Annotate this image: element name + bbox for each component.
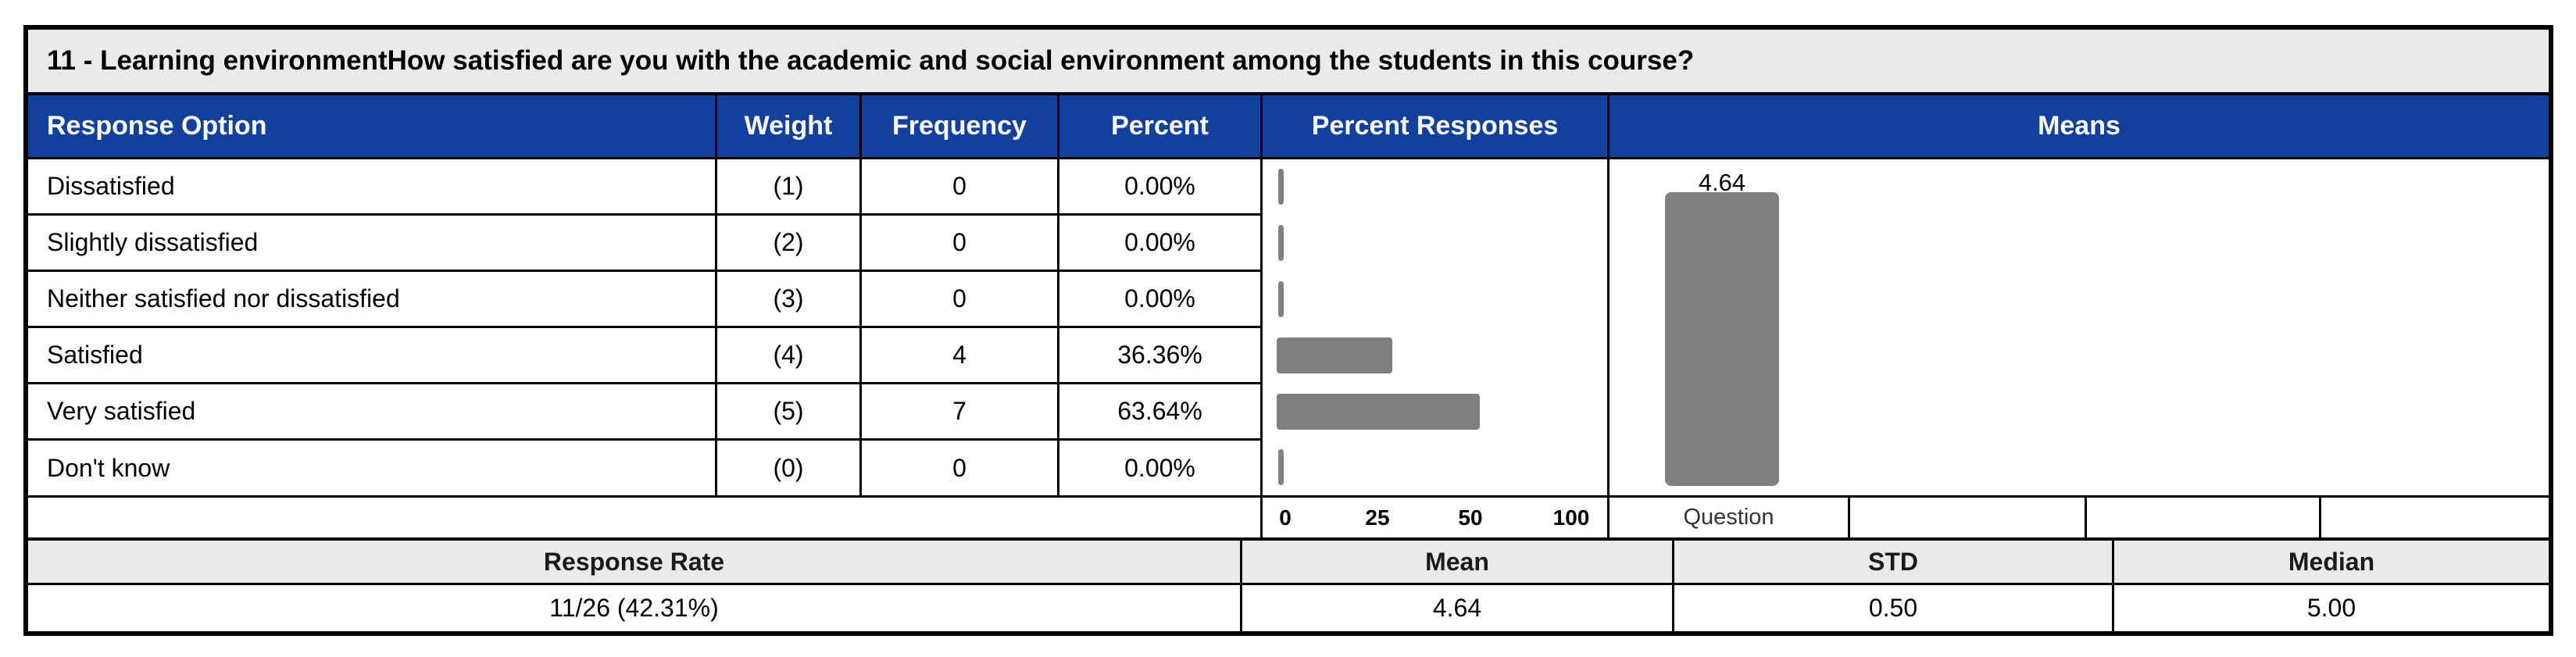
percent-axis: 0 25 50 100 [1263,498,1610,537]
means-category-empty-cell [2321,498,2549,537]
percent-value: 0.00% [1059,216,1263,270]
table-row: Dissatisfied (1) 0 0.00% [28,159,1263,216]
axis-tick-label: 50 [1458,505,1483,530]
summary-header-std: STD [1674,541,2114,583]
weight-value: (3) [717,272,862,326]
table-row: Very satisfied (5) 7 63.64% [28,384,1263,441]
means-chart: 4.64 [1610,159,2549,495]
percent-value: 63.64% [1059,384,1263,438]
percent-value: 0.00% [1059,159,1263,213]
response-option-label: Dissatisfied [28,159,717,213]
response-option-label: Neither satisfied nor dissatisfied [28,272,717,326]
percent-bar [1278,449,1284,485]
question-title: 11 - Learning environmentHow satisfied a… [28,30,2549,95]
weight-value: (2) [717,216,862,270]
axis-tick-label: 25 [1365,505,1390,530]
question-title-text: 11 - Learning environmentHow satisfied a… [47,45,1695,76]
summary-header-mean: Mean [1242,541,1674,583]
column-header-percent: Percent [1059,95,1263,157]
frequency-value: 0 [862,272,1059,326]
means-category-empty-cell [1850,498,2087,537]
summary-value-row: 11/26 (42.31%) 4.64 0.50 5.00 [28,583,2549,631]
axis-row: 0 25 50 100 Question [28,495,2549,537]
table-row: Neither satisfied nor dissatisfied (3) 0… [28,272,1263,328]
column-header-percent-responses: Percent Responses [1263,95,1610,157]
weight-value: (5) [717,384,862,438]
percent-bar [1277,337,1393,373]
table-body: Dissatisfied (1) 0 0.00% Slightly dissat… [28,159,2549,495]
percent-bar [1278,169,1284,205]
axis-tick-label: 100 [1552,505,1590,530]
table-header-row: Response Option Weight Frequency Percent… [28,95,2549,159]
response-option-label: Slightly dissatisfied [28,216,717,270]
weight-value: (0) [717,441,862,495]
means-bar [1665,192,1779,486]
means-category-label: Question [1610,498,1850,537]
column-header-weight: Weight [717,95,862,157]
summary-header-median: Median [2288,547,2375,576]
mean-value: 4.64 [1242,585,1674,631]
means-category-empty-cell [2087,498,2321,537]
table-row: Don't know (0) 0 0.00% [28,441,1263,495]
frequency-value: 0 [862,159,1059,213]
frequency-value: 0 [862,216,1059,270]
column-header-response-option: Response Option [28,95,717,157]
response-option-label: Satisfied [28,328,717,382]
median-value: 5.00 [2306,594,2356,622]
column-header-means: Means [2038,111,2120,141]
axis-row-empty-cell [28,498,1263,537]
percent-value: 36.36% [1059,328,1263,382]
response-option-label: Don't know [28,441,717,495]
means-bar-value-label: 4.64 [1698,169,1746,197]
frequency-value: 7 [862,384,1059,438]
summary-header-row: Response Rate Mean STD Median [28,537,2549,583]
response-rate-value: 11/26 (42.31%) [28,585,1242,631]
percent-value: 0.00% [1059,441,1263,495]
percent-bar [1277,394,1480,430]
axis-tick-label: 0 [1279,505,1292,530]
table-row: Satisfied (4) 4 36.36% [28,328,1263,384]
survey-report-table: 11 - Learning environmentHow satisfied a… [23,25,2553,636]
percent-responses-chart [1263,159,1610,495]
std-value: 0.50 [1674,585,2114,631]
frequency-value: 0 [862,441,1059,495]
percent-bar [1278,281,1284,317]
frequency-value: 4 [862,328,1059,382]
summary-header-response-rate: Response Rate [28,541,1242,583]
weight-value: (1) [717,159,862,213]
weight-value: (4) [717,328,862,382]
percent-bar [1278,225,1284,261]
response-option-label: Very satisfied [28,384,717,438]
table-row: Slightly dissatisfied (2) 0 0.00% [28,216,1263,272]
response-options-grid: Dissatisfied (1) 0 0.00% Slightly dissat… [28,159,1263,495]
percent-value: 0.00% [1059,272,1263,326]
column-header-frequency: Frequency [862,95,1059,157]
